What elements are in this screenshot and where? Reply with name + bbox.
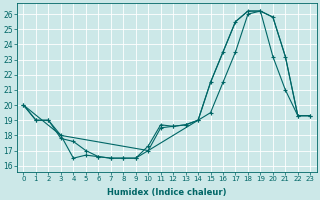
X-axis label: Humidex (Indice chaleur): Humidex (Indice chaleur) [107,188,227,197]
